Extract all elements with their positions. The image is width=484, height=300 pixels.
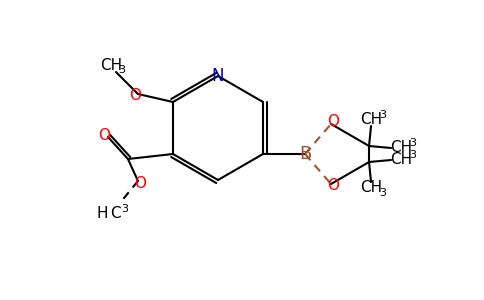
Text: CH: CH	[390, 140, 412, 155]
Text: CH: CH	[360, 181, 382, 196]
Text: C: C	[110, 206, 121, 221]
Text: 3: 3	[121, 204, 128, 214]
Text: N: N	[212, 67, 224, 85]
Text: O: O	[327, 115, 339, 130]
Text: O: O	[98, 128, 110, 142]
Text: CH: CH	[390, 152, 412, 167]
Text: CH: CH	[360, 112, 382, 128]
Text: 3: 3	[119, 65, 125, 75]
Text: 3: 3	[409, 138, 417, 148]
Text: 3: 3	[379, 188, 387, 198]
Text: O: O	[129, 88, 141, 103]
Text: B: B	[299, 145, 311, 163]
Text: CH: CH	[100, 58, 122, 73]
Text: H: H	[96, 206, 108, 220]
Text: O: O	[327, 178, 339, 194]
Text: 3: 3	[409, 150, 417, 160]
Text: O: O	[134, 176, 146, 190]
Text: 3: 3	[379, 110, 387, 120]
